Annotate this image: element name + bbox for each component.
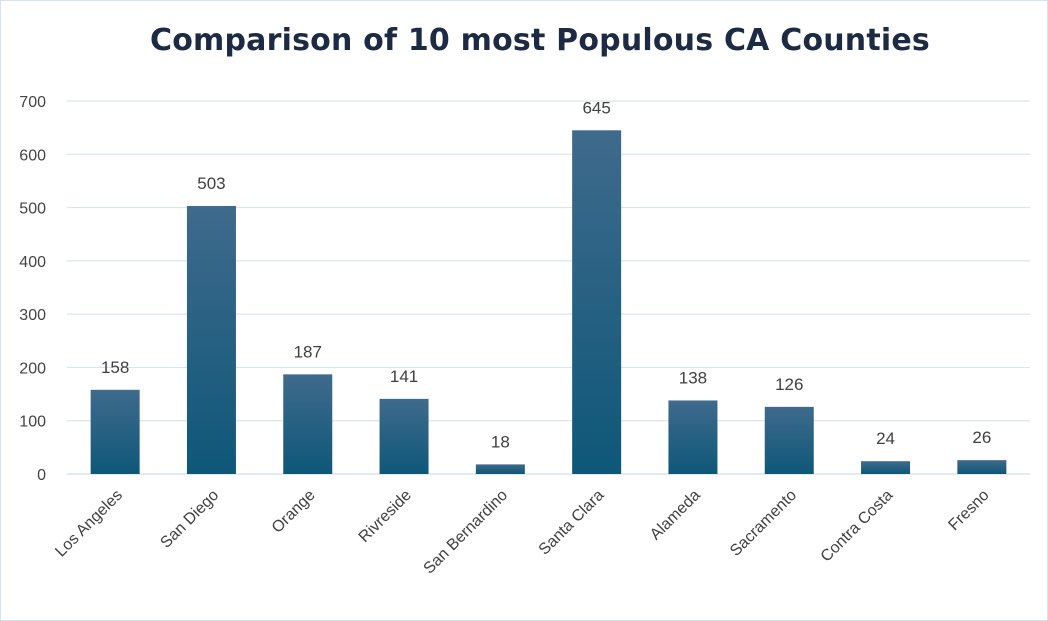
data-label: 126 — [775, 375, 803, 394]
data-label: 503 — [197, 174, 225, 193]
data-label: 18 — [491, 432, 510, 451]
bar[interactable] — [572, 130, 622, 475]
bar[interactable] — [475, 464, 525, 474]
data-label: 24 — [876, 429, 895, 448]
bar[interactable] — [764, 406, 814, 474]
y-tick-label: 400 — [19, 254, 46, 271]
x-tick-label: Contra Costa — [818, 487, 897, 566]
y-tick-label: 600 — [19, 147, 46, 164]
bar[interactable] — [957, 460, 1007, 474]
x-tick-label: Sacramento — [727, 487, 800, 560]
y-tick-label: 100 — [19, 414, 46, 431]
data-label: 158 — [101, 358, 129, 377]
data-label: 645 — [582, 98, 610, 117]
bar[interactable] — [186, 205, 236, 475]
bar[interactable] — [379, 398, 429, 474]
x-tick-label: Los Angeles — [52, 487, 126, 561]
y-tick-label: 200 — [19, 360, 46, 377]
y-tick-label: 300 — [19, 307, 46, 324]
data-label: 138 — [679, 368, 707, 387]
y-tick-label: 700 — [19, 94, 46, 111]
data-label: 141 — [390, 367, 418, 386]
y-tick-label: 500 — [19, 201, 46, 218]
x-tick-label: Fresno — [945, 487, 992, 534]
x-tick-label: San Bernardino — [421, 487, 512, 578]
x-tick-label: Santa Clara — [536, 487, 608, 559]
y-tick-label: 0 — [37, 467, 46, 484]
bar[interactable] — [283, 374, 333, 474]
bar[interactable] — [861, 461, 911, 474]
x-tick-label: San Diego — [157, 487, 222, 552]
bar[interactable] — [90, 389, 140, 474]
chart-title: Comparison of 10 most Populous CA Counti… — [150, 23, 930, 58]
x-tick-label: Orange — [269, 487, 319, 537]
x-tick-label: Rivreside — [356, 487, 415, 546]
data-label: 26 — [972, 428, 991, 447]
data-label: 187 — [294, 342, 322, 361]
x-tick-label: Alameda — [647, 487, 704, 544]
bar[interactable] — [668, 400, 718, 474]
